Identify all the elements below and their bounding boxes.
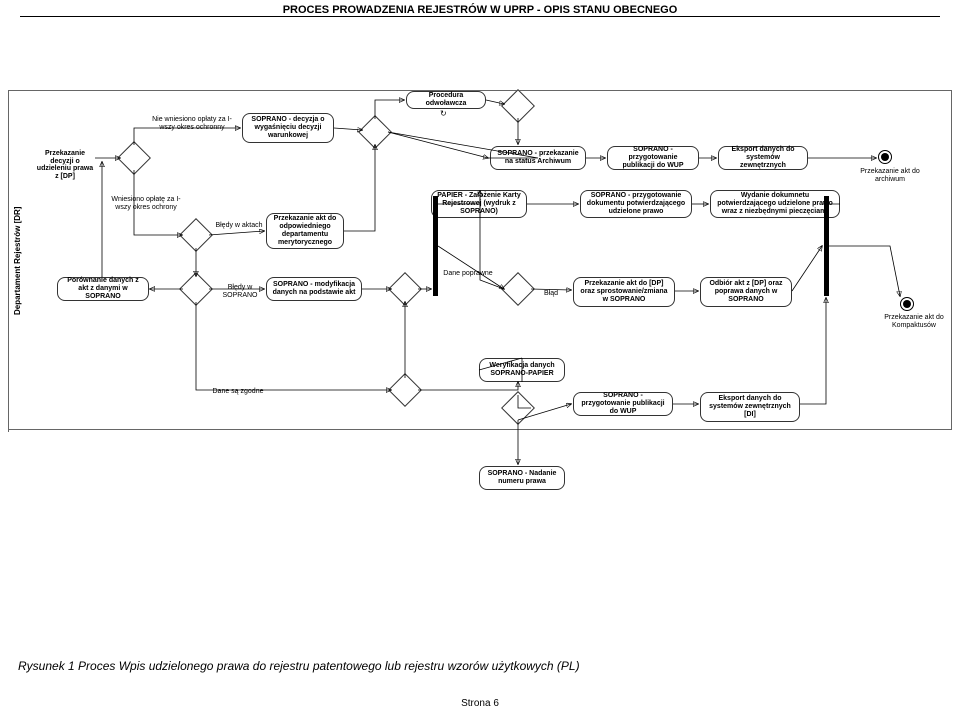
page-number: Strona 6 <box>0 698 960 709</box>
node-odbior-dp: Odbiór akt z [DP] oraz poprawa danych w … <box>700 277 792 307</box>
edge-label-bledy-soprano: Błędy w SOPRANO <box>212 284 268 299</box>
node-nadanie-numeru: SOPRANO - Nadanie numeru prawa <box>479 466 565 490</box>
node-soprano-wup-2: SOPRANO - przygotowanie publikacji do WU… <box>573 392 673 416</box>
node-soprano-decyzja-wygasniecie: SOPRANO - decyzja o wygaśnięciu decyzji … <box>242 113 334 143</box>
node-przekazanie-dp: Przekazanie akt do [DP] oraz sprostowani… <box>573 277 675 307</box>
node-soprano-archiwum: SOPRANO - przekazanie na status Archiwum <box>490 146 586 170</box>
edge-label-blad: Błąd <box>538 290 564 298</box>
node-przekazanie-decyzji: Przekazanie decyzji o udzieleniu prawa z… <box>35 150 95 181</box>
label-przekazanie-archiwum: Przekazanie akt do archiwum <box>860 168 920 183</box>
node-przekazanie-dept: Przekazanie akt do odpowiedniego departa… <box>266 213 344 249</box>
label-kompaktus: Przekazanie akt do Kompaktusów <box>880 314 948 329</box>
node-porownanie: Porównanie danych z akt z danymi w SOPRA… <box>57 277 149 301</box>
page-header: PROCES PROWADZENIA REJESTRÓW W UPRP - OP… <box>20 0 940 17</box>
edge-label-fee-paid: Wniesiono opłatę za I-wszy okres ochrony <box>106 196 186 211</box>
edge-label-dane-zgodne: Dane są zgodne <box>210 388 266 396</box>
node-eksport-1: Eksport danych do systemów zewnętrznych <box>718 146 808 170</box>
node-soprano-modyfikacja: SOPRANO - modyfikacja danych na podstawi… <box>266 277 362 301</box>
edge-label-dane-poprawne: Dane poprawne <box>440 270 496 278</box>
edge-label-no-fee: Nie wniesiono opłaty za I-wszy okres och… <box>152 116 232 131</box>
node-procedura-odwolawcza: Procedura odwoławcza <box>406 91 486 109</box>
node-weryfikacja: Weryfikacja danych SOPRANO-PAPIER <box>479 358 565 382</box>
lane-label: Departament Rejestrów [DR] <box>8 90 26 432</box>
node-soprano-dokument: SOPRANO - przygotowanie dokumentu potwie… <box>580 190 692 218</box>
end-kompaktus <box>900 297 914 311</box>
subactivity-icon: ↻ <box>440 109 447 118</box>
node-wydanie-dokumentu: Wydanie dokumnetu potwierdzającego udzie… <box>710 190 840 218</box>
fork-2 <box>824 196 829 296</box>
node-papier-karta: PAPIER - Założenie Karty Rejestrowej (wy… <box>431 190 527 218</box>
node-soprano-wup-1: SOPRANO - przygotowanie publikacji do WU… <box>607 146 699 170</box>
figure-caption: Rysunek 1 Proces Wpis udzielonego prawa … <box>18 659 580 673</box>
end-archiwum <box>878 150 892 164</box>
fork-1 <box>433 196 438 296</box>
edge-label-bledy-aktach: Błędy w aktach <box>214 222 264 230</box>
node-eksport-2: Eksport danych do systemów zewnętrznych … <box>700 392 800 422</box>
